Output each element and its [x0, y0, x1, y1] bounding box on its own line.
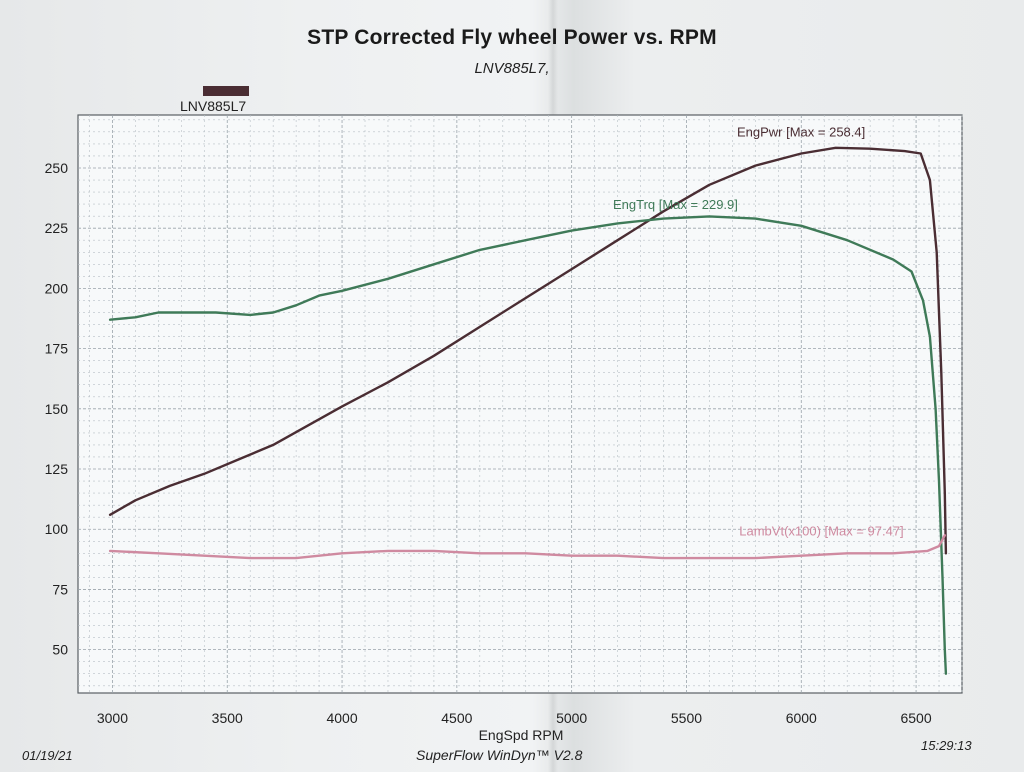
y-tick-label: 75	[52, 581, 68, 597]
legend-label: LNV885L7	[180, 98, 247, 114]
x-tick-label: 3000	[97, 710, 128, 726]
x-tick-label: 4500	[441, 710, 472, 726]
y-tick-label: 225	[45, 220, 69, 236]
footer-software: SuperFlow WinDyn™ V2.8	[416, 747, 583, 763]
legend-swatch	[203, 86, 249, 96]
y-tick-label: 125	[45, 461, 69, 477]
y-tick-label: 200	[45, 280, 69, 296]
footer-date: 01/19/21	[22, 748, 73, 763]
x-tick-label: 6000	[786, 710, 817, 726]
series-line-engpwr	[108, 146, 948, 555]
footer-time: 15:29:13	[921, 738, 972, 753]
y-tick-label: 250	[45, 160, 69, 176]
x-tick-label: 5000	[556, 710, 587, 726]
y-tick-label: 150	[45, 401, 69, 417]
series-label-lambvt-x100-: LambVt(x100) [Max = 97.47]	[739, 523, 903, 538]
series-line-engtrq	[108, 215, 948, 675]
series-line-lambvt-x100-	[108, 534, 946, 560]
plot-area	[77, 114, 963, 694]
x-tick-label: 3500	[212, 710, 243, 726]
x-axis-label: EngSpd RPM	[479, 727, 564, 743]
series-label-engpwr: EngPwr [Max = 258.4]	[737, 125, 865, 140]
chart-subtitle: LNV885L7,	[474, 60, 550, 77]
chart-title: STP Corrected Fly wheel Power vs. RPM	[307, 26, 717, 49]
x-tick-label: 5500	[671, 710, 702, 726]
y-tick-label: 50	[52, 642, 68, 658]
x-tick-label: 4000	[326, 710, 357, 726]
y-tick-label: 100	[45, 521, 69, 537]
x-tick-label: 6500	[900, 710, 931, 726]
y-tick-label: 175	[45, 341, 69, 357]
series-label-engtrq: EngTrq [Max = 229.9]	[613, 197, 738, 212]
